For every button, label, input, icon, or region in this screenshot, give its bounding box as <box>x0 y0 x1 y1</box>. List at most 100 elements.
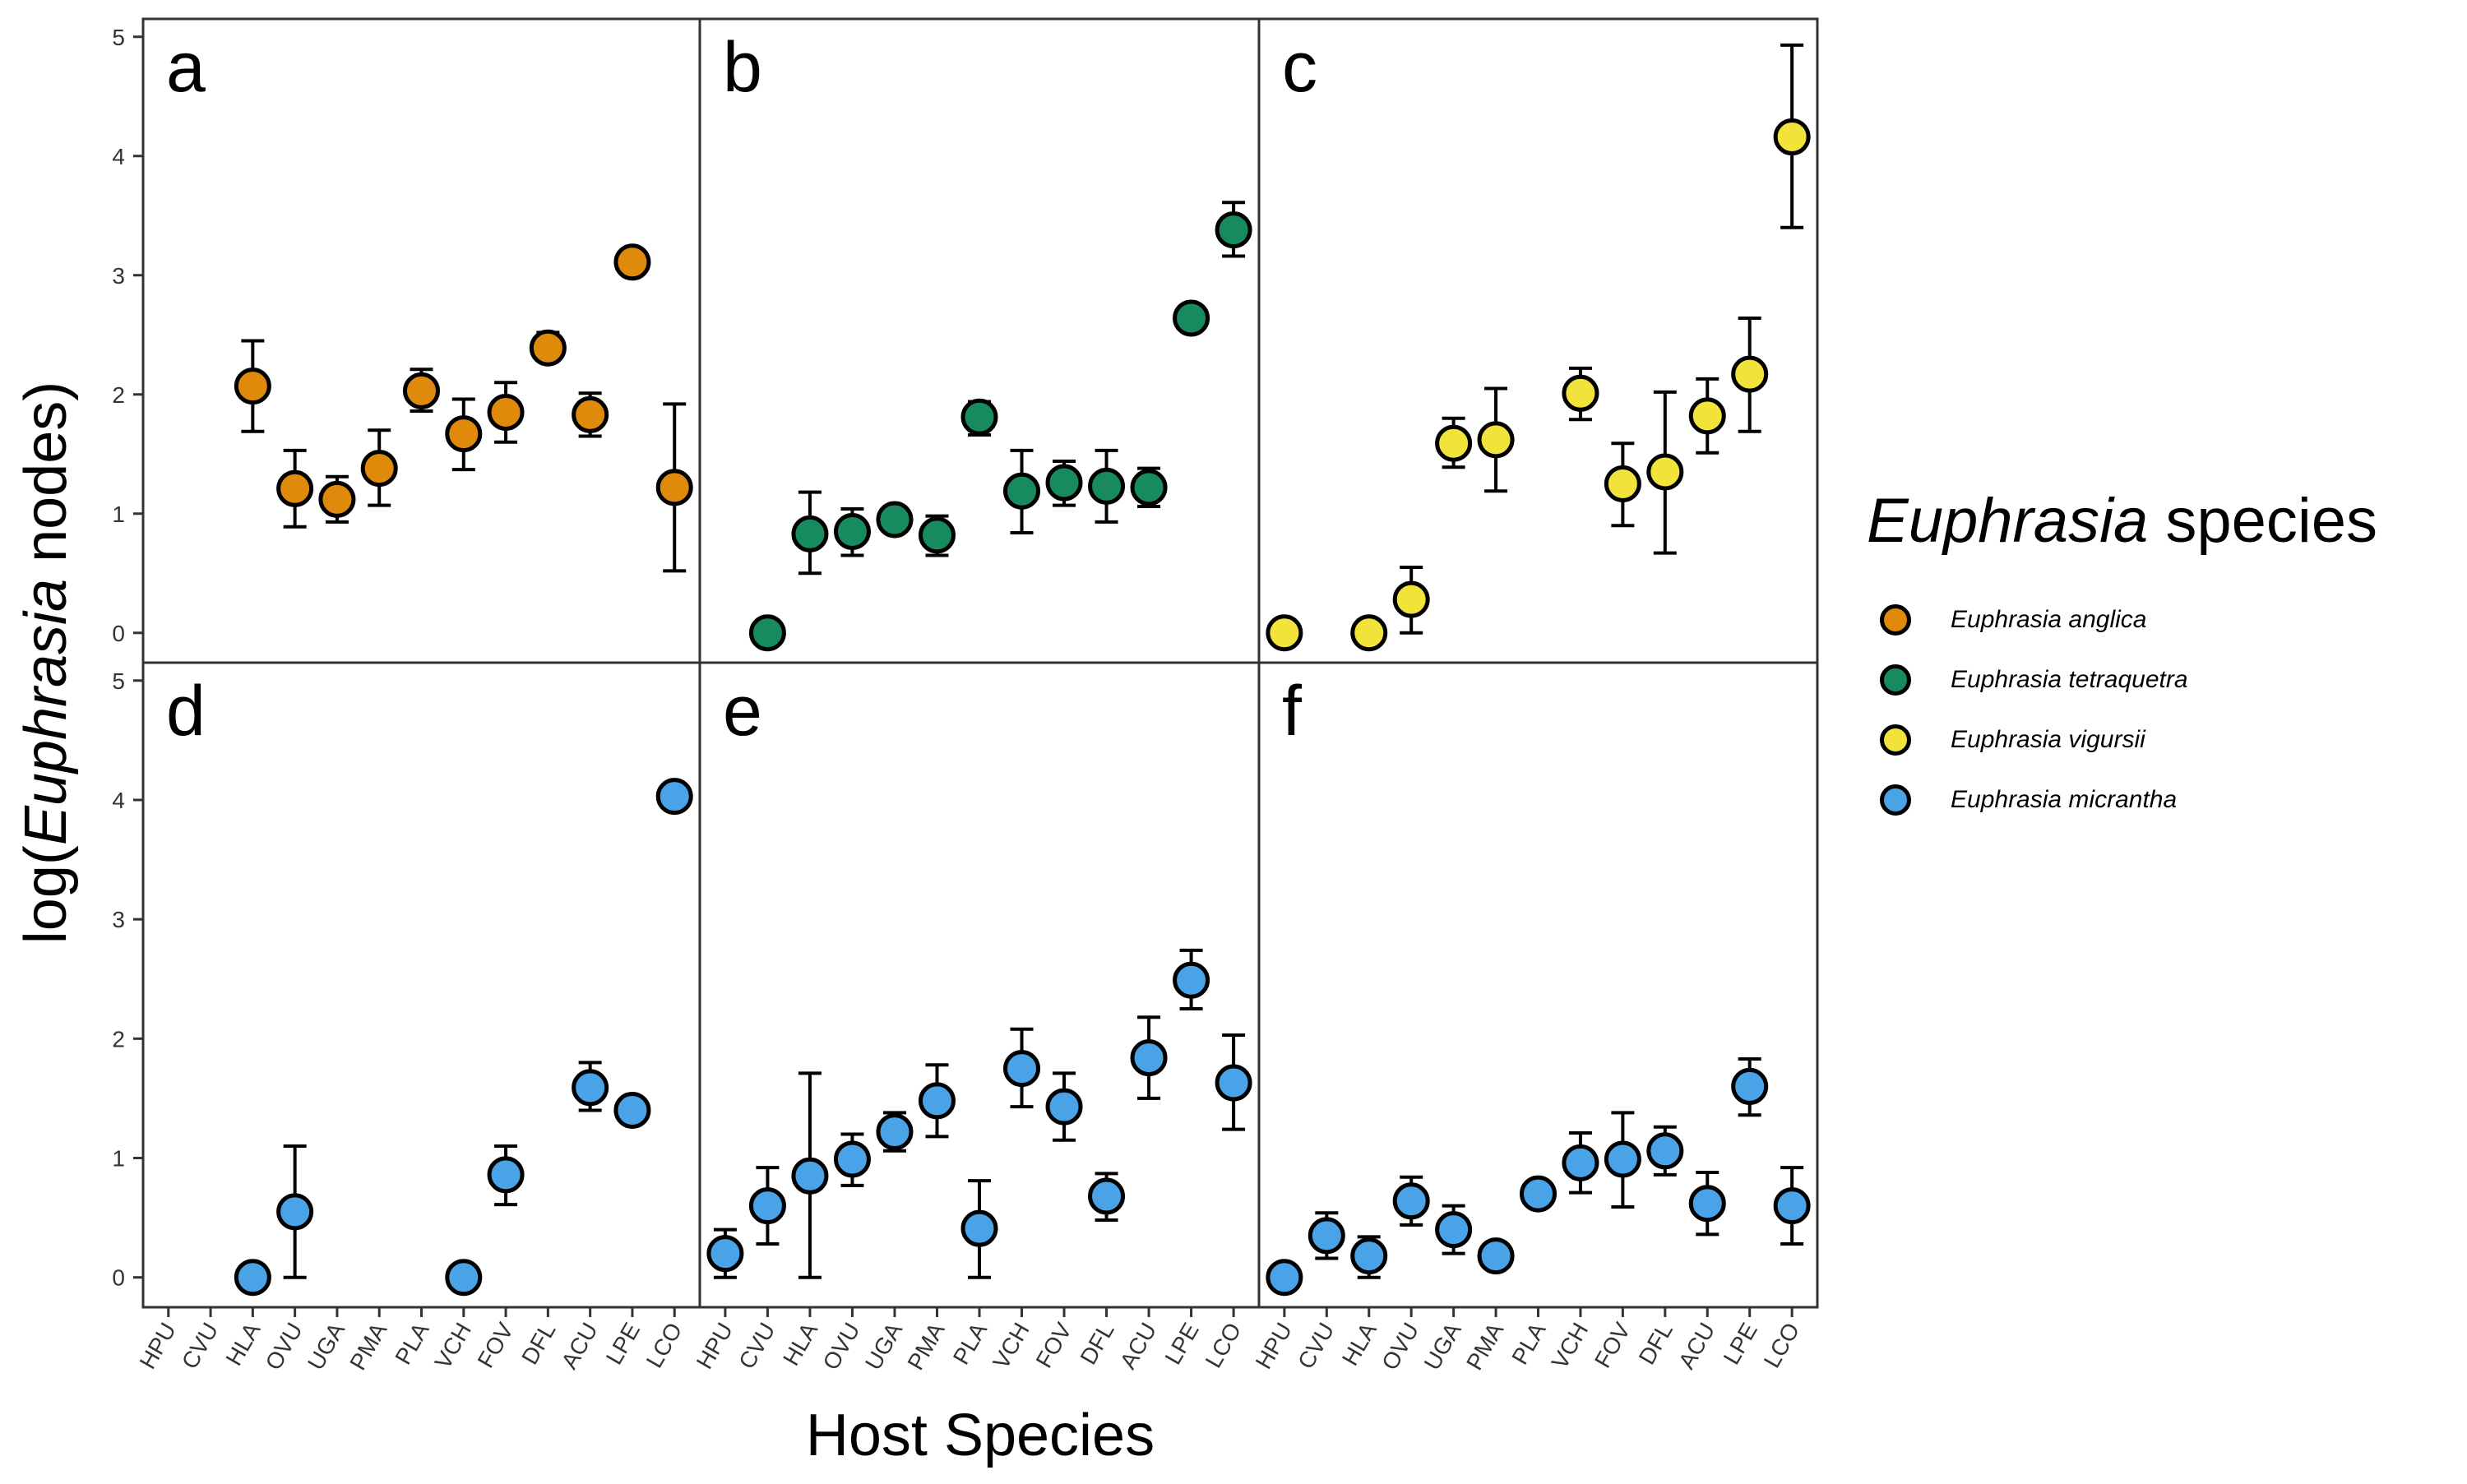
point-marker <box>487 1156 525 1194</box>
panel-label: d <box>166 672 206 751</box>
point-marker <box>1350 614 1388 652</box>
point-marker <box>1308 1217 1345 1255</box>
y-tick-label: 4 <box>112 144 125 169</box>
data-point <box>1350 614 1388 652</box>
x-tick-label: OVU <box>1377 1319 1423 1375</box>
point-marker <box>1392 1182 1430 1220</box>
legend-swatch <box>1880 724 1911 756</box>
data-point <box>572 391 609 438</box>
y-tick-label: 5 <box>112 25 125 50</box>
legend-title: Euphrasia species <box>1867 485 2459 557</box>
data-point <box>1688 377 1726 455</box>
point-marker <box>1604 1140 1641 1178</box>
data-point <box>234 1259 271 1297</box>
y-tick-label: 2 <box>112 382 125 408</box>
data-point <box>1003 448 1041 534</box>
point-marker <box>234 1259 271 1297</box>
legend-label: Euphrasia micrantha <box>1951 785 2178 813</box>
point-marker <box>1562 1144 1599 1181</box>
data-point <box>1604 442 1641 528</box>
y-tick-label: 0 <box>112 621 125 646</box>
data-point <box>791 1071 829 1279</box>
data-point <box>1392 566 1430 635</box>
panel-label: c <box>1282 28 1317 107</box>
point-marker <box>1266 1259 1303 1297</box>
x-tick-label: HPU <box>692 1319 738 1374</box>
x-tick-label: OVU <box>817 1319 864 1375</box>
point-marker <box>613 1091 651 1129</box>
x-tick-label: UGA <box>303 1318 349 1374</box>
y-tick-label: 3 <box>112 263 125 289</box>
point-marker <box>1646 1132 1684 1170</box>
legend-swatch <box>1880 603 1911 636</box>
data-point <box>1477 386 1515 493</box>
data-point <box>1266 614 1303 652</box>
x-tick-label: PLA <box>1507 1318 1550 1369</box>
point-marker <box>403 372 440 409</box>
data-point <box>1392 1175 1430 1227</box>
point-marker <box>1773 118 1811 156</box>
point-marker <box>960 1209 998 1247</box>
data-point <box>960 398 998 437</box>
y-tick-label: 0 <box>112 1265 125 1291</box>
data-point <box>1646 1125 1684 1177</box>
point-marker <box>655 778 693 816</box>
x-tick-label: LPE <box>1719 1319 1762 1369</box>
point-marker <box>1173 299 1210 337</box>
data-point <box>1773 1166 1811 1246</box>
point-marker <box>1562 374 1599 412</box>
x-tick-label: DFL <box>1634 1319 1678 1369</box>
x-tick-label: DFL <box>1075 1319 1118 1369</box>
x-tick-label: LPE <box>601 1319 645 1369</box>
point-marker <box>1392 580 1430 618</box>
legend-swatch <box>1880 663 1911 696</box>
x-tick-label: UGA <box>860 1318 907 1374</box>
x-tick-label: PLA <box>390 1318 433 1369</box>
data-point <box>1688 1170 1726 1237</box>
point-marker <box>1731 355 1769 393</box>
panel-f: f <box>1257 661 1819 1309</box>
x-tick-label: HLA <box>1337 1318 1382 1370</box>
legend-label: Euphrasia anglica <box>1951 605 2147 633</box>
x-axis-title: Host Species <box>806 1403 1155 1468</box>
panel-label: f <box>1282 672 1303 751</box>
data-point <box>403 368 440 414</box>
panel-background <box>1259 19 1817 663</box>
x-tick-label: VCH <box>1547 1319 1593 1374</box>
point-marker <box>445 1259 483 1297</box>
data-point <box>572 1061 609 1112</box>
data-point <box>1562 1131 1599 1195</box>
data-point <box>613 1091 651 1129</box>
point-marker <box>706 1235 744 1273</box>
point-marker <box>572 395 609 433</box>
point-marker <box>1688 1185 1726 1223</box>
point-marker <box>360 450 398 488</box>
data-point <box>276 1144 314 1279</box>
point-marker <box>1477 421 1515 459</box>
data-point <box>1130 466 1168 509</box>
x-tick-label: CVU <box>1293 1319 1339 1374</box>
legend-title-italic: Euphrasia <box>1867 486 2149 556</box>
data-point <box>748 1166 786 1246</box>
point-marker <box>655 469 693 506</box>
panel-a: a <box>141 17 701 664</box>
data-point <box>1520 1175 1557 1213</box>
point-marker <box>1130 1039 1168 1077</box>
point-marker <box>1130 469 1168 506</box>
data-point <box>1215 1033 1252 1131</box>
panel-label: a <box>166 28 206 107</box>
panel-e: e <box>698 661 1261 1309</box>
x-tick-label: HPU <box>1251 1319 1297 1374</box>
y-axis-title-italic: Euphrasia <box>13 579 79 845</box>
x-tick-label: UGA <box>1419 1318 1466 1374</box>
point-marker <box>276 1193 314 1231</box>
data-point <box>445 1259 483 1297</box>
point-marker <box>234 368 271 405</box>
point-marker <box>529 329 567 367</box>
y-tick-label: 4 <box>112 788 125 813</box>
data-point <box>748 614 786 652</box>
point-marker <box>1045 1088 1083 1126</box>
x-tick-label: HLA <box>778 1318 822 1370</box>
panel-background <box>143 663 700 1307</box>
data-point <box>1045 459 1083 507</box>
